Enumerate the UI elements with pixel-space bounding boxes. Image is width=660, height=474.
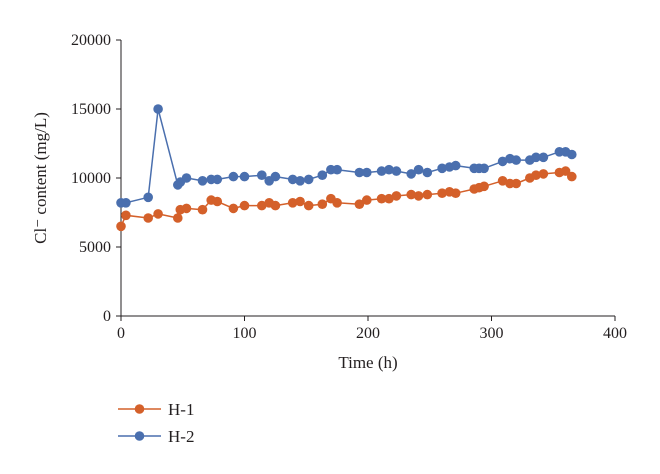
data-point-h-2 <box>391 166 402 176</box>
data-point-h-1 <box>354 199 365 209</box>
legend-marker-h-1 <box>134 404 145 414</box>
legend-label-h-1: H-1 <box>168 400 194 419</box>
data-point-h-1 <box>295 196 305 207</box>
series-h-1 <box>116 166 577 232</box>
data-point-h-1 <box>143 213 153 223</box>
data-point-h-1 <box>181 203 192 214</box>
legend-label-h-2: H-2 <box>168 427 194 446</box>
data-point-h-2 <box>437 163 447 174</box>
data-point-h-1 <box>376 193 387 204</box>
data-point-h-2 <box>332 164 342 175</box>
x-tick-label: 200 <box>356 325 380 342</box>
data-point-h-1 <box>212 196 223 207</box>
data-point-h-2 <box>257 170 267 180</box>
x-ticks: 0 100 200 300 400 <box>117 316 627 342</box>
y-tick-label: 15000 <box>71 101 111 118</box>
data-point-h-1 <box>538 169 549 179</box>
y-tick-label: 0 <box>103 308 111 325</box>
data-point-h-1 <box>116 221 126 232</box>
data-point-h-1 <box>437 188 447 198</box>
data-point-h-1 <box>121 210 131 221</box>
data-point-h-2 <box>287 174 298 185</box>
data-point-h-2 <box>362 167 372 178</box>
y-tick-label: 5000 <box>79 239 111 256</box>
data-point-h-2 <box>143 192 153 203</box>
data-point-h-1 <box>560 166 571 176</box>
data-point-h-1 <box>239 200 250 211</box>
x-tick-label: 100 <box>233 325 257 342</box>
data-point-h-2 <box>511 155 521 165</box>
data-point-h-1 <box>567 171 577 182</box>
data-point-h-1 <box>332 198 342 208</box>
data-point-h-1 <box>173 213 183 223</box>
data-point-h-2 <box>531 152 541 163</box>
data-point-h-1 <box>531 170 541 180</box>
data-point-h-2 <box>121 198 131 208</box>
data-point-h-1 <box>153 209 163 219</box>
data-point-h-2 <box>181 173 192 183</box>
data-point-h-2 <box>317 170 328 180</box>
x-axis-title: Time (h) <box>338 353 397 372</box>
data-point-h-2 <box>270 171 281 182</box>
x-tick-label: 300 <box>480 325 504 342</box>
data-point-h-1 <box>511 178 521 189</box>
y-tick-label: 20000 <box>71 32 111 49</box>
legend-item-h-2: H-2 <box>118 427 194 446</box>
data-point-h-2 <box>239 171 250 182</box>
data-point-h-1 <box>257 200 267 211</box>
data-point-h-2 <box>479 163 489 174</box>
data-point-h-2 <box>422 167 433 178</box>
data-point-h-1 <box>391 191 402 201</box>
series-line-h-2 <box>121 108 573 204</box>
x-tick-label: 400 <box>603 325 627 342</box>
data-point-h-1 <box>479 181 489 192</box>
data-point-h-1 <box>197 204 208 215</box>
data-point-h-2 <box>567 149 577 160</box>
legend-item-h-1: H-1 <box>118 400 194 419</box>
data-point-h-2 <box>406 169 417 179</box>
data-point-h-1 <box>406 189 417 200</box>
data-point-h-1 <box>450 188 461 198</box>
data-point-h-2 <box>228 171 239 182</box>
data-point-h-2 <box>384 164 394 175</box>
data-point-h-2 <box>376 166 387 176</box>
data-point-h-2 <box>197 176 208 186</box>
data-point-h-2 <box>354 167 365 178</box>
data-point-h-2 <box>497 156 508 167</box>
legend-marker-h-2 <box>134 431 145 441</box>
data-point-h-1 <box>413 191 424 201</box>
data-point-h-1 <box>497 176 508 186</box>
legend: H-1H-2 <box>118 400 194 446</box>
data-point-h-2 <box>303 174 314 185</box>
series-group <box>116 104 577 232</box>
data-point-h-1 <box>422 189 433 200</box>
data-point-h-2 <box>538 152 549 163</box>
data-point-h-2 <box>212 174 223 185</box>
data-point-h-2 <box>413 164 424 175</box>
axes <box>120 40 615 317</box>
x-tick-label: 0 <box>117 325 125 342</box>
data-point-h-1 <box>362 195 372 205</box>
series-h-2 <box>116 104 577 208</box>
data-point-h-1 <box>287 198 298 208</box>
data-point-h-2 <box>450 160 461 171</box>
y-tick-label: 10000 <box>71 170 111 187</box>
data-point-h-1 <box>303 200 314 211</box>
y-axis-title: Cl⁻ content (mg/L) <box>31 112 50 244</box>
data-point-h-1 <box>270 200 281 211</box>
data-point-h-1 <box>317 199 328 209</box>
data-point-h-2 <box>153 104 163 114</box>
y-ticks: 0 5000 10000 15000 20000 <box>71 32 121 325</box>
data-point-h-1 <box>384 193 394 204</box>
data-point-h-1 <box>228 203 239 214</box>
data-point-h-2 <box>295 176 305 186</box>
